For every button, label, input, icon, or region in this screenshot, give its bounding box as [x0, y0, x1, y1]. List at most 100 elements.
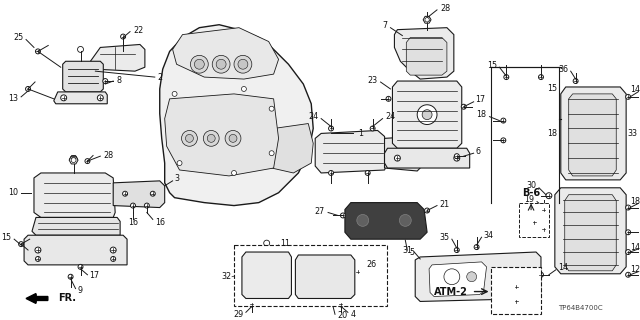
Polygon shape — [345, 203, 427, 239]
Text: 5: 5 — [409, 248, 415, 257]
Circle shape — [68, 274, 73, 279]
Circle shape — [340, 213, 346, 218]
Circle shape — [182, 131, 197, 146]
Circle shape — [541, 207, 547, 212]
Polygon shape — [269, 124, 313, 173]
Circle shape — [355, 269, 360, 274]
Polygon shape — [392, 81, 461, 148]
Circle shape — [422, 110, 432, 120]
Polygon shape — [24, 235, 127, 265]
Circle shape — [123, 191, 127, 196]
Circle shape — [145, 203, 149, 208]
Text: 19: 19 — [524, 195, 534, 204]
Circle shape — [131, 203, 136, 208]
Polygon shape — [423, 16, 431, 23]
Polygon shape — [90, 44, 145, 71]
Circle shape — [339, 302, 344, 307]
Text: 8: 8 — [116, 76, 121, 84]
Text: 25: 25 — [14, 33, 24, 42]
Text: 15: 15 — [547, 84, 557, 93]
Circle shape — [97, 95, 103, 101]
Polygon shape — [63, 61, 103, 92]
Polygon shape — [173, 28, 278, 79]
Text: 11: 11 — [280, 239, 291, 248]
Circle shape — [356, 214, 369, 226]
Circle shape — [207, 134, 215, 142]
Text: 6: 6 — [476, 147, 481, 156]
Circle shape — [241, 86, 246, 92]
Text: 22: 22 — [133, 26, 143, 35]
Polygon shape — [564, 195, 616, 271]
Text: 23: 23 — [367, 76, 378, 84]
Polygon shape — [406, 37, 447, 75]
Circle shape — [191, 55, 208, 73]
Circle shape — [250, 302, 254, 307]
Circle shape — [269, 106, 274, 111]
Text: 12: 12 — [630, 265, 640, 274]
Circle shape — [110, 247, 116, 253]
Text: 18: 18 — [630, 197, 640, 206]
Text: 3: 3 — [175, 174, 180, 183]
Circle shape — [514, 299, 518, 304]
Text: 1: 1 — [358, 129, 363, 138]
Circle shape — [269, 151, 274, 156]
Circle shape — [186, 134, 193, 142]
Text: 29: 29 — [234, 310, 244, 319]
Text: 34: 34 — [484, 231, 493, 240]
Circle shape — [77, 46, 83, 52]
Circle shape — [514, 284, 518, 289]
Circle shape — [70, 156, 77, 163]
Circle shape — [26, 86, 31, 92]
Polygon shape — [54, 92, 108, 104]
Text: 13: 13 — [8, 94, 18, 103]
Text: 4: 4 — [351, 310, 356, 319]
Circle shape — [424, 17, 430, 23]
Text: 2: 2 — [157, 73, 163, 82]
Circle shape — [532, 220, 536, 225]
Text: 15: 15 — [487, 61, 497, 70]
Polygon shape — [316, 131, 387, 173]
Text: 16: 16 — [155, 218, 164, 227]
Circle shape — [454, 154, 460, 159]
Circle shape — [626, 94, 630, 99]
Circle shape — [461, 104, 466, 109]
Polygon shape — [34, 173, 115, 217]
Circle shape — [424, 208, 429, 213]
Circle shape — [541, 227, 547, 232]
Circle shape — [444, 269, 460, 285]
Polygon shape — [296, 255, 355, 299]
Text: ATM-2: ATM-2 — [434, 287, 468, 297]
Polygon shape — [69, 156, 78, 164]
Polygon shape — [113, 181, 164, 208]
Circle shape — [216, 59, 226, 69]
Circle shape — [454, 248, 460, 252]
Polygon shape — [415, 252, 541, 301]
Text: 7: 7 — [382, 21, 387, 30]
Polygon shape — [70, 156, 77, 163]
Text: 30: 30 — [526, 181, 536, 190]
Text: 36: 36 — [559, 65, 569, 74]
Text: 35: 35 — [440, 233, 450, 242]
Circle shape — [150, 191, 156, 196]
Text: 28: 28 — [440, 4, 450, 13]
Circle shape — [204, 131, 219, 146]
Circle shape — [238, 59, 248, 69]
Circle shape — [573, 79, 578, 84]
Text: 18: 18 — [547, 129, 557, 138]
Text: B-6: B-6 — [522, 188, 540, 198]
Polygon shape — [569, 94, 616, 176]
Circle shape — [35, 49, 40, 54]
Circle shape — [72, 157, 76, 161]
Bar — [492, 267, 541, 314]
Circle shape — [370, 126, 375, 131]
Text: 10: 10 — [8, 188, 18, 197]
Circle shape — [120, 34, 125, 39]
Text: 31: 31 — [403, 245, 412, 254]
Text: 28: 28 — [103, 151, 113, 160]
Circle shape — [474, 244, 479, 250]
Text: 17: 17 — [90, 271, 100, 280]
Circle shape — [103, 79, 108, 84]
Polygon shape — [160, 25, 313, 205]
Circle shape — [399, 214, 412, 226]
Circle shape — [417, 105, 437, 124]
